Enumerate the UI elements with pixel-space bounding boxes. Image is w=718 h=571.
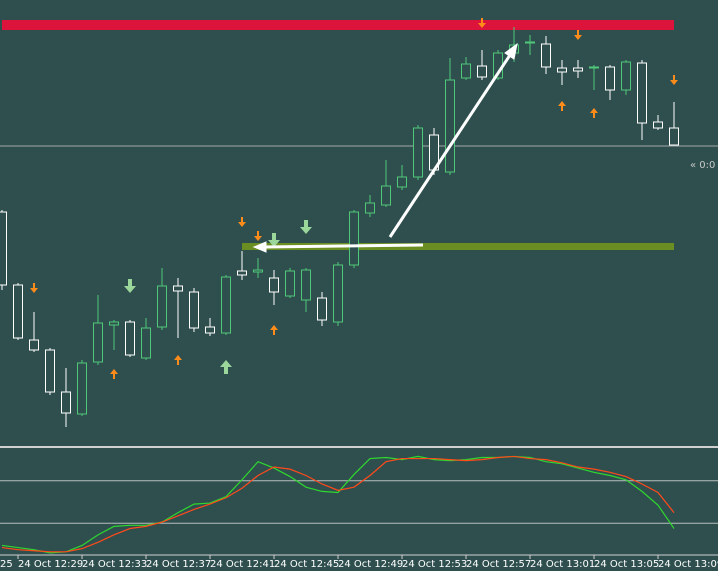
candle-body — [109, 321, 119, 326]
candle-body — [669, 127, 679, 146]
zone — [242, 243, 674, 250]
candle-body — [93, 322, 103, 363]
x-tick-label: 24 Oct 12:57 — [466, 559, 531, 570]
candle-body — [557, 67, 567, 73]
up-arrow — [558, 101, 566, 111]
candle-body — [541, 43, 551, 68]
arrow-head — [252, 241, 267, 253]
down-arrow — [238, 217, 246, 227]
up-arrow — [270, 325, 278, 335]
signal-arrows — [30, 18, 678, 379]
candle-body — [141, 327, 151, 359]
candle-body — [205, 326, 215, 334]
candle-body — [573, 67, 583, 72]
x-tick-label: 24 Oct 13:01 — [530, 559, 595, 570]
candle-body — [365, 202, 375, 214]
candle-body — [525, 41, 535, 44]
x-tick-label: 24 Oct 13:09 — [658, 559, 718, 570]
candle-body — [413, 127, 423, 178]
down-arrow — [300, 220, 312, 234]
x-tick-label: 24 Oct 12:53 — [402, 559, 467, 570]
candle-body — [333, 264, 343, 323]
candle-body — [13, 284, 23, 339]
up-arrow — [174, 355, 182, 365]
candle-body — [301, 269, 311, 301]
down-arrow — [478, 18, 486, 28]
indicator-line — [1, 455, 675, 553]
down-arrow — [670, 75, 678, 85]
arrow-line — [263, 243, 424, 249]
x-tick-label: 24 Oct 12:37 — [146, 559, 211, 570]
x-tick-label: 24 Oct 12:33 — [82, 559, 147, 570]
candle-body — [221, 276, 231, 334]
indicator-line — [1, 455, 675, 554]
candle-body — [253, 269, 263, 273]
candle-body — [125, 321, 135, 356]
candle-body — [637, 62, 647, 124]
drawn-arrows — [252, 42, 518, 253]
candle-body — [61, 391, 71, 414]
candle-body — [653, 121, 663, 129]
candle-body — [605, 66, 615, 91]
candle-body — [77, 362, 87, 415]
candle-body — [285, 270, 295, 297]
candle-body — [269, 277, 279, 293]
candle-body — [589, 66, 599, 69]
down-arrow — [30, 283, 38, 293]
x-tick-label: 24 Oct 12:45 — [274, 559, 339, 570]
candle-body — [157, 285, 167, 328]
down-arrow — [268, 233, 280, 247]
candle-body — [29, 339, 39, 351]
zone — [2, 20, 674, 30]
down-arrow — [124, 279, 136, 293]
x-tick-label: 25 — [0, 559, 13, 570]
candle-body — [461, 63, 471, 79]
candle-body — [621, 61, 631, 91]
arrow-head — [504, 42, 518, 60]
x-tick-label: 24 Oct 12:29 — [18, 559, 83, 570]
candle-body — [45, 349, 55, 393]
up-arrow — [590, 108, 598, 118]
candle-body — [397, 176, 407, 188]
candle-body — [189, 291, 199, 329]
pattern-arrows — [124, 220, 312, 374]
candle-body — [349, 211, 359, 266]
candle-body — [317, 297, 327, 321]
candle-body — [381, 185, 391, 206]
candle-body — [445, 79, 455, 173]
price-tag: « 0:0 — [690, 160, 715, 171]
candle-body — [237, 270, 247, 276]
down-arrow — [254, 231, 262, 241]
x-tick-label: 24 Oct 12:41 — [210, 559, 275, 570]
down-arrow — [574, 30, 582, 40]
up-arrow — [110, 369, 118, 379]
candle-body — [0, 211, 7, 286]
x-tick-label: 24 Oct 13:05 — [594, 559, 659, 570]
arrow-line — [388, 51, 514, 238]
up-arrow — [220, 360, 232, 374]
candle-body — [173, 285, 183, 292]
x-tick-label: 24 Oct 12:49 — [338, 559, 403, 570]
candle-body — [477, 65, 487, 78]
